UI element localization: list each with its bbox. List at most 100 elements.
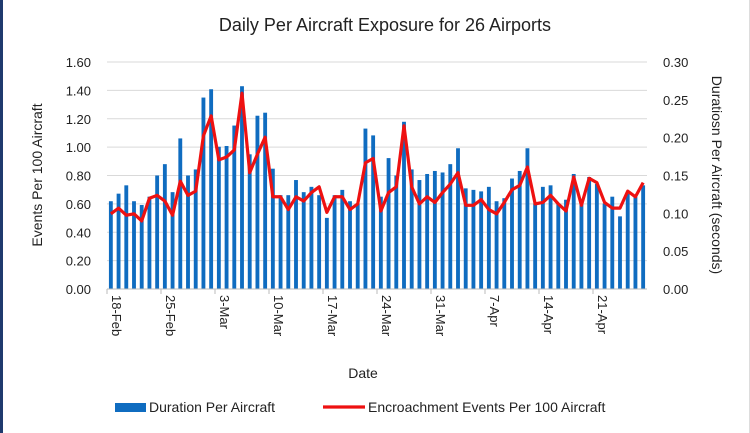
bar — [201, 97, 206, 290]
bar — [641, 185, 646, 289]
bar — [332, 195, 337, 289]
bar — [278, 195, 283, 289]
x-axis-ticks: 18-Feb 25-Feb 3-Mar 10-Mar 17-Mar 24-Mar 31-Ma… — [106, 288, 647, 337]
bar — [594, 183, 599, 289]
x-axis-label: Date — [348, 365, 378, 381]
x-tick-label: 25-Feb — [163, 295, 178, 336]
bar — [309, 186, 314, 289]
bar — [402, 121, 406, 289]
bar — [363, 128, 368, 289]
bar — [147, 196, 152, 289]
y-tick-left: 0.40 — [66, 225, 91, 240]
x-tick-label: 31-Mar — [433, 295, 448, 337]
y-tick-left: 1.60 — [66, 55, 91, 70]
bar — [409, 169, 414, 289]
bar — [548, 185, 553, 289]
bar — [348, 201, 352, 289]
y-tick-right: 0.15 — [663, 169, 688, 184]
line-series-encroachment — [109, 91, 645, 223]
bar — [209, 89, 214, 290]
x-tick-label: 3-Mar — [217, 295, 232, 330]
bar — [178, 138, 183, 289]
bar — [155, 175, 160, 289]
x-tick-label: 24-Mar — [379, 295, 394, 337]
chart-title: Daily Per Aircraft Exposure for 26 Airpo… — [219, 15, 551, 35]
bar — [378, 196, 383, 289]
y-tick-right: 0.30 — [663, 55, 688, 70]
bar — [355, 203, 360, 289]
x-tick-label: 7-Apr — [487, 295, 502, 327]
bar — [440, 172, 445, 289]
bar — [232, 125, 237, 289]
y-tick-right: 0.20 — [663, 131, 688, 146]
x-tick-label: 21-Apr — [595, 295, 610, 335]
bar — [425, 173, 430, 289]
bar — [486, 186, 491, 289]
bar — [286, 195, 291, 289]
bar — [394, 175, 399, 289]
bar — [540, 186, 545, 289]
bar — [371, 135, 376, 289]
y-tick-left: 0.20 — [66, 254, 91, 269]
bar — [633, 196, 638, 289]
y-axis-right-label: Duratiosn Per Aircraft (seconds) — [709, 76, 725, 274]
bar — [556, 203, 561, 289]
bar — [162, 164, 167, 289]
bar — [525, 148, 530, 289]
bar — [510, 178, 514, 289]
bar — [186, 175, 190, 289]
bar — [270, 168, 275, 289]
bar — [386, 158, 391, 289]
legend-label-duration: Duration Per Aircraft — [149, 399, 275, 415]
bar — [448, 164, 453, 289]
y-tick-left: 0.60 — [66, 197, 91, 212]
bar — [317, 195, 322, 289]
bar — [618, 216, 622, 289]
y-tick-right: 0.00 — [663, 282, 688, 297]
bar — [494, 201, 499, 289]
bar — [108, 201, 113, 289]
bar — [193, 169, 198, 289]
bar — [533, 203, 538, 289]
x-tick-label: 17-Mar — [325, 295, 340, 337]
bar — [247, 154, 252, 289]
bar — [471, 189, 476, 289]
bar — [625, 193, 630, 289]
y-tick-right: 0.10 — [663, 206, 688, 221]
bar — [602, 203, 607, 289]
y-axis-left-label: Events Per 100 Aircraft — [29, 103, 45, 246]
bar-series-duration — [108, 86, 646, 290]
y-tick-left: 1.00 — [66, 140, 91, 155]
bar — [324, 217, 329, 289]
y-axis-left-ticks: 0.00 0.20 0.40 0.60 0.80 1.00 1.20 1.40 1.60 — [66, 55, 91, 297]
bar — [124, 185, 129, 289]
y-tick-right: 0.05 — [663, 244, 688, 259]
bar — [240, 86, 244, 289]
bar — [255, 115, 260, 290]
x-tick-label: 18-Feb — [109, 295, 124, 336]
bar — [224, 145, 229, 289]
y-tick-left: 1.40 — [66, 83, 91, 98]
legend-label-encroachment: Encroachment Events Per 100 Aircraft — [368, 399, 605, 415]
x-tick-label: 10-Mar — [271, 295, 286, 337]
bar — [170, 192, 175, 289]
bar — [571, 173, 576, 289]
bar — [301, 192, 306, 289]
y-tick-left: 0.80 — [66, 169, 91, 184]
bar — [479, 191, 484, 289]
y-tick-left: 1.20 — [66, 112, 91, 127]
bar — [294, 180, 298, 289]
bar — [263, 112, 268, 290]
y-tick-right: 0.25 — [663, 93, 688, 108]
bar — [564, 199, 568, 289]
bar — [579, 203, 584, 289]
legend-swatch-bar — [115, 403, 146, 412]
bar — [340, 189, 345, 289]
bar — [502, 198, 507, 289]
bar — [456, 148, 460, 289]
legend: Duration Per Aircraft Encroachment Event… — [115, 399, 605, 415]
bar — [610, 196, 615, 289]
y-axis-right-ticks: 0.00 0.05 0.10 0.15 0.20 0.25 0.30 — [663, 55, 688, 297]
x-tick-label: 14-Apr — [541, 295, 556, 335]
